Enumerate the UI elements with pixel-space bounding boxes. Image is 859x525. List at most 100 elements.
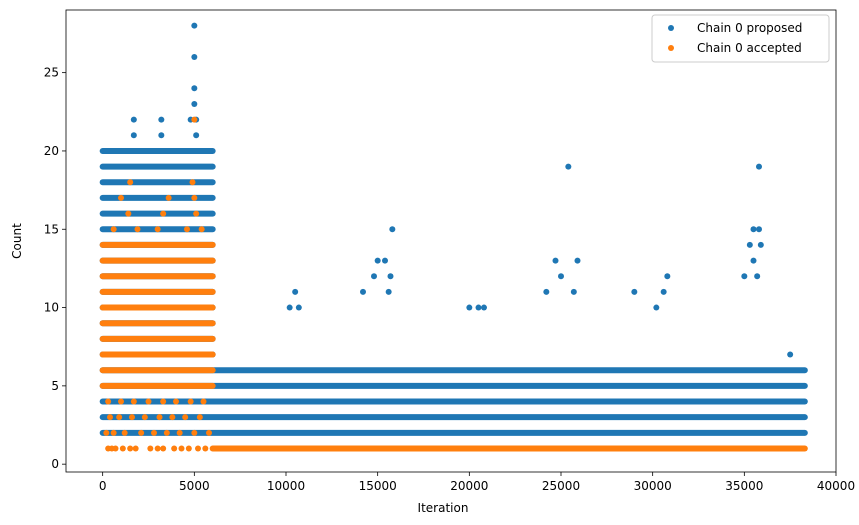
data-point-0-21 [466,304,473,311]
data-point-1-10 [178,445,185,452]
x-tick-label-3: 15000 [359,479,397,493]
points-layer [99,22,808,452]
data-point-1-34 [145,398,152,405]
data-point-1-13 [202,445,209,452]
data-point-0-42 [787,351,794,358]
data-point-1-12 [195,445,201,452]
data-point-1-40 [134,226,141,233]
data-point-0-31 [631,288,638,295]
data-point-1-44 [125,210,132,217]
data-point-0-17 [387,273,394,280]
data-point-0-26 [574,257,581,264]
data-point-1-4 [127,445,134,452]
data-point-1-38 [200,398,207,405]
data-point-1-33 [130,398,137,405]
data-point-1-32 [118,398,124,405]
data-point-1-31 [105,398,112,405]
data-point-0-23 [481,304,487,311]
data-point-1-48 [165,194,172,201]
data-point-0-35 [750,226,757,233]
data-point-1-37 [187,398,194,405]
legend: Chain 0 proposed Chain 0 accepted [651,14,830,63]
data-point-0-15 [382,257,388,264]
x-tick-label-1: 5000 [179,479,210,493]
data-point-1-11 [185,445,192,452]
data-point-1-46 [193,210,200,217]
x-tick-label-4: 20000 [450,479,488,493]
data-point-1-39 [110,226,117,233]
data-point-1-29 [182,414,189,421]
data-point-1-52 [191,116,198,123]
x-axis-label: Iteration [418,501,469,515]
x-tick-label-6: 30000 [634,479,672,493]
data-point-1-9 [171,445,178,452]
x-axis: 0 5000 10000 15000 20000 25000 30000 35000 40000 [99,472,855,493]
data-point-0-38 [757,241,764,248]
data-point-1-8 [160,445,167,452]
data-point-0-5 [191,22,198,29]
y-tick-label-3: 15 [44,222,59,236]
data-point-0-11 [292,288,299,295]
data-point-1-6 [147,445,154,452]
data-point-0-7 [191,85,198,92]
data-point-1-15 [110,429,117,436]
data-point-0-39 [750,257,757,264]
data-point-1-22 [206,429,212,436]
data-point-1-27 [156,414,163,421]
data-point-1-20 [176,429,183,436]
data-point-1-16 [121,429,128,436]
data-point-1-49 [191,194,198,201]
data-point-0-14 [374,257,381,264]
data-point-0-28 [570,288,577,295]
data-point-1-23 [107,414,113,421]
y-tick-label-2: 10 [44,301,59,315]
data-point-0-25 [552,257,559,264]
data-point-1-35 [160,398,167,405]
data-point-0-29 [558,273,564,280]
y-axis-label: Count [10,223,24,259]
data-point-0-13 [295,304,302,311]
x-tick-label-5: 25000 [542,479,580,493]
data-point-0-37 [746,241,753,248]
legend-label-proposed: Chain 0 proposed [697,21,802,35]
y-tick-label-1: 5 [51,379,59,393]
data-point-1-50 [127,179,134,186]
data-point-0-27 [543,288,550,295]
legend-label-accepted: Chain 0 accepted [697,41,802,55]
data-point-1-24 [116,414,123,421]
data-point-0-33 [653,304,660,311]
data-point-0-10 [193,132,200,139]
data-point-1-41 [154,226,161,233]
data-point-1-7 [154,445,161,452]
data-point-1-5 [132,445,139,452]
data-point-1-42 [184,226,190,233]
data-point-1-17 [138,429,145,436]
legend-box [651,14,830,63]
plot-frame [65,9,837,473]
data-point-0-34 [756,163,762,170]
x-tick-label-8: 40000 [817,479,855,493]
data-point-0-12 [286,304,293,311]
data-point-0-36 [756,226,762,233]
data-point-0-16 [389,226,396,233]
data-point-0-22 [475,304,482,311]
data-point-1-2 [112,445,119,452]
series-1 [99,116,808,452]
data-point-1-43 [198,226,205,233]
data-point-0-18 [360,288,366,295]
data-point-1-25 [129,414,135,421]
data-point-0-30 [664,273,671,280]
data-point-1-21 [191,429,198,436]
data-point-0-3 [158,132,165,139]
data-point-0-20 [371,273,377,280]
data-point-0-19 [385,288,392,295]
y-tick-label-5: 25 [44,66,59,80]
y-tick-label-0: 0 [51,457,59,471]
legend-marker-accepted [668,45,674,51]
data-point-1-19 [163,429,170,436]
data-point-0-1 [130,132,137,139]
data-point-1-18 [151,429,157,436]
data-point-0-41 [754,273,761,280]
legend-marker-proposed [668,25,674,31]
